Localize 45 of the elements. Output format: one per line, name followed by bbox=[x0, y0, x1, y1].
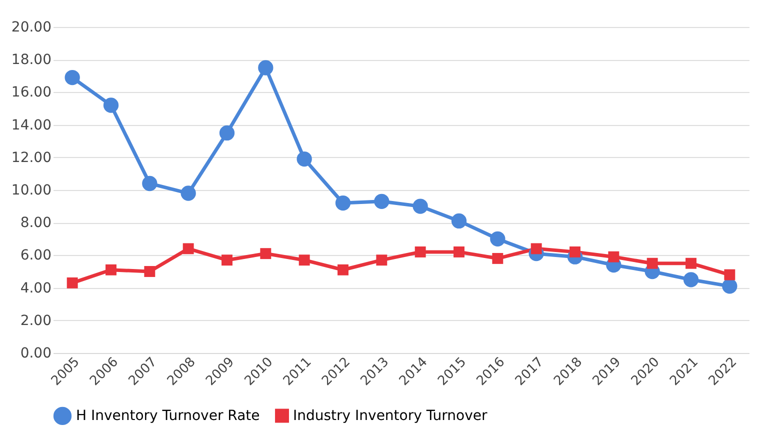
point bbox=[724, 269, 736, 280]
point bbox=[142, 176, 158, 192]
point bbox=[412, 198, 428, 214]
point bbox=[374, 194, 390, 209]
point bbox=[451, 213, 467, 229]
point bbox=[260, 248, 272, 260]
y-tick-label: 18.00 bbox=[11, 52, 52, 68]
point bbox=[376, 254, 388, 266]
point bbox=[144, 266, 156, 277]
point bbox=[338, 264, 348, 276]
y-tick-label: 6.00 bbox=[20, 248, 52, 264]
point bbox=[219, 125, 235, 141]
y-tick-label: 14.00 bbox=[11, 117, 52, 134]
point bbox=[106, 264, 116, 276]
point bbox=[646, 258, 658, 269]
point bbox=[722, 278, 738, 294]
point bbox=[608, 251, 620, 262]
point bbox=[66, 277, 78, 288]
point bbox=[683, 272, 699, 288]
legend-label: H Inventory Turnover Rate bbox=[76, 408, 260, 424]
y-tick-label: 20.00 bbox=[11, 20, 52, 36]
point bbox=[490, 231, 506, 246]
y-tick-label: 8.00 bbox=[20, 215, 52, 232]
y-tick-label: 10.00 bbox=[11, 182, 52, 198]
y-tick-label: 0.00 bbox=[20, 346, 52, 362]
y-tick-label: 16.00 bbox=[11, 84, 52, 101]
point bbox=[454, 246, 464, 258]
point bbox=[492, 252, 504, 264]
y-tick-label: 12.00 bbox=[11, 150, 52, 166]
point bbox=[414, 246, 426, 258]
y-tick-label: 2.00 bbox=[20, 312, 52, 329]
point bbox=[222, 254, 232, 266]
point bbox=[64, 70, 80, 86]
point bbox=[686, 258, 696, 269]
point bbox=[180, 186, 196, 201]
point bbox=[570, 246, 580, 258]
point bbox=[335, 195, 351, 211]
y-tick-label: 4.00 bbox=[20, 280, 52, 296]
point bbox=[182, 243, 194, 254]
legend-label: Industry Inventory Turnover bbox=[293, 408, 488, 424]
point bbox=[296, 151, 312, 167]
point bbox=[103, 98, 119, 113]
point bbox=[258, 60, 274, 76]
point bbox=[530, 243, 542, 254]
point bbox=[298, 254, 310, 266]
